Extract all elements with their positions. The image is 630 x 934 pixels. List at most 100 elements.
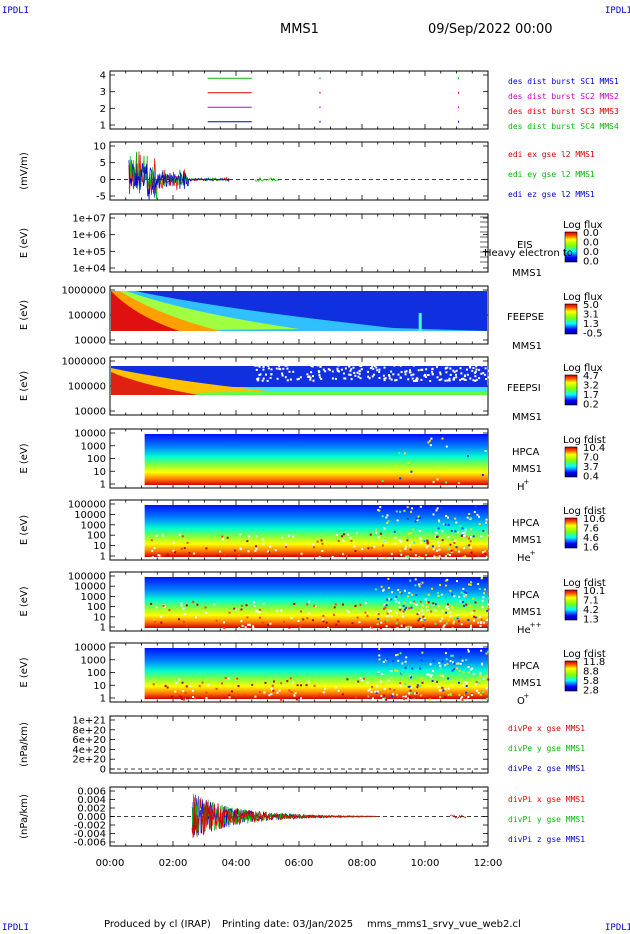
speckle [244,693,247,696]
speckle [449,694,452,697]
colorbar-tick-label: 1.3 [583,319,599,330]
speckle [398,539,401,542]
legend-entry: divPe x gse MMS1 [508,724,585,733]
speckle [445,371,448,374]
speckle [336,533,339,536]
speckle [237,554,240,556]
speckle [258,365,261,368]
speckle [447,608,450,610]
speckle [376,623,379,626]
speckle [306,373,309,376]
speckle [469,517,472,519]
y-axis-label: E (eV) [19,586,30,616]
speckle [477,621,480,624]
speckle [465,368,468,371]
speckle [151,556,154,559]
legend-entry: des dist burst SC1 MMS1 [508,77,619,86]
speckle [314,363,317,366]
speckle [397,613,400,616]
speckle [439,506,442,509]
speckle [452,661,454,664]
speckle [278,367,281,370]
speckle [418,585,421,588]
series-line [191,797,378,839]
speckle [253,601,255,604]
y-tick-label: 10 [93,681,106,692]
speckle [445,606,448,609]
speckle [472,619,475,622]
speckle [321,550,324,552]
speckle [438,548,441,551]
speckle [485,378,487,380]
speckle [462,588,465,590]
corner-tag-top-left: IPDLI [2,6,30,16]
speckle [436,507,439,510]
speckle [425,601,428,604]
speckle [308,363,311,366]
speckle [442,612,445,615]
instrument-label: FEEPSI [507,383,541,394]
speckle [482,691,484,693]
speckle [459,524,462,527]
speckle [364,611,367,614]
speckle [383,603,386,606]
speckle [231,690,233,693]
x-tick-label: 12:00 [474,858,503,869]
y-axis-label: (nPa/km) [19,794,30,839]
speckle [457,482,460,484]
speckle [447,536,450,539]
speckle [378,648,381,650]
speckle [346,555,349,558]
speckle [196,603,199,606]
speckle [481,663,483,666]
speckle [368,377,371,380]
speckle [419,505,422,508]
speckle [472,672,475,675]
colorbar-tick-label: 1.7 [583,390,599,401]
speckle [371,685,373,688]
instrument-sublabel: Heavy electron to [484,248,573,259]
speckle [275,367,278,370]
burst-dot [319,91,321,94]
speckle [422,624,425,627]
speckle [481,474,484,476]
speckle [183,698,185,701]
spectrogram-band [111,387,487,395]
speckle [444,687,447,690]
burst-dot [319,120,321,123]
speckle [350,378,353,381]
speckle [337,620,340,623]
speckle [396,363,399,365]
spacecraft-label: MMS1 [512,341,542,352]
speckle [375,531,378,534]
speckle [318,374,321,377]
speckle [463,591,466,594]
speckle [396,653,399,656]
speckle [445,579,448,582]
speckle [253,364,256,367]
speckle [298,696,301,699]
x-tick-label: 02:00 [159,858,188,869]
speckle [405,545,407,548]
speckle [439,674,442,677]
speckle [464,528,467,531]
speckle [439,373,442,376]
speckle [387,610,390,613]
speckle [280,682,283,685]
speckle [449,543,452,546]
speckle [367,370,369,373]
speckle [429,698,432,701]
speckle [382,362,385,365]
speckle [402,695,405,698]
speckle [269,622,272,625]
speckle [460,378,463,380]
speckle [186,541,189,544]
y-axis-label: (mV/m) [19,152,30,190]
speckle [465,603,468,606]
speckle [456,617,459,620]
speckle [437,592,439,595]
speckle [305,684,308,687]
speckle [292,535,295,538]
speckle [238,627,241,630]
speckle [221,538,224,541]
